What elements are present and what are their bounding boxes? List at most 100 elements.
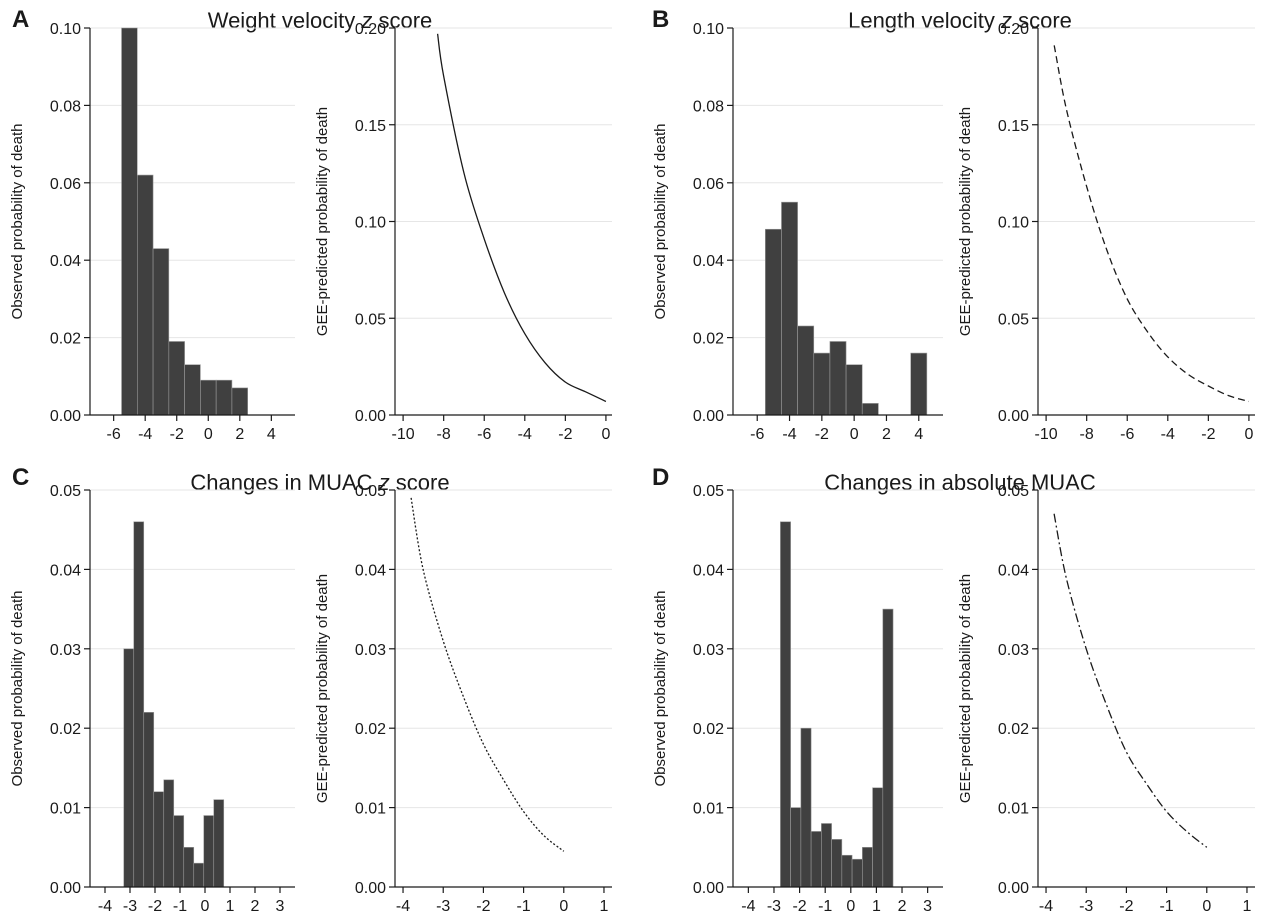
panel-title-a-tail: score xyxy=(372,8,433,33)
x-tick-label: 1 xyxy=(226,898,235,915)
x-tick-label: 1 xyxy=(1243,898,1252,915)
y-tick-label: 0.05 xyxy=(50,483,81,500)
y-axis-title: Observed probability of death xyxy=(652,591,669,787)
x-tick-label: -3 xyxy=(1079,898,1093,915)
histogram-bar xyxy=(213,799,225,888)
x-tick-label: -3 xyxy=(123,898,137,915)
x-tick-label: -4 xyxy=(518,426,532,443)
x-tick-label: -4 xyxy=(396,898,410,915)
x-tick-label: 1 xyxy=(600,898,609,915)
y-tick-label: 0.03 xyxy=(355,642,386,659)
histogram-bar xyxy=(841,854,853,888)
x-tick-label: 2 xyxy=(235,426,244,443)
y-axis-title: Observed probability of death xyxy=(9,124,26,320)
y-tick-label: 0.10 xyxy=(355,215,386,232)
histogram-bar xyxy=(163,779,175,888)
x-tick-label: 4 xyxy=(267,426,276,443)
panel-letter-d: D xyxy=(652,464,670,491)
chart-C-observed: 0.00 0.01 0.02 0.03 0.04 0.05 -4 -3 -2 -1 0 1 2 3 Obse… xyxy=(9,483,295,915)
x-tick-label: 0 xyxy=(846,898,855,915)
x-tick-label: -10 xyxy=(392,426,415,443)
y-axis-title: GEE-predicted probability of death xyxy=(957,107,974,336)
y-tick-label: 0.06 xyxy=(50,176,81,193)
x-tick-label: -4 xyxy=(1039,898,1053,915)
y-tick-label: 0.15 xyxy=(998,118,1029,135)
histogram-bar xyxy=(200,379,217,416)
histogram-bar xyxy=(797,325,815,416)
y-tick-label: 0.00 xyxy=(998,408,1029,425)
histogram-bar xyxy=(203,815,215,888)
x-tick-label: -2 xyxy=(1201,426,1215,443)
y-tick-label: 0.03 xyxy=(693,642,724,659)
x-tick-label: 2 xyxy=(251,898,260,915)
y-tick-label: 0.01 xyxy=(355,801,386,818)
x-tick-label: -4 xyxy=(1161,426,1175,443)
y-tick-label: 0.01 xyxy=(693,801,724,818)
y-tick-label: 0.05 xyxy=(355,311,386,328)
y-axis-title: GEE-predicted probability of death xyxy=(314,574,331,803)
y-tick-label: 0.04 xyxy=(355,562,386,579)
panel-title-b-tail: score xyxy=(1011,8,1072,33)
x-tick-label: -4 xyxy=(782,426,796,443)
y-axis-title: Observed probability of death xyxy=(9,591,26,787)
panel-title-d: Changes in absolute MUAC xyxy=(790,470,1130,496)
panel-title-b-italic: z xyxy=(1000,8,1012,33)
histogram-bar xyxy=(781,201,798,416)
y-tick-label: 0.15 xyxy=(355,118,386,135)
histogram-bar xyxy=(133,521,145,888)
y-tick-label: 0.02 xyxy=(693,721,724,738)
x-tick-label: -2 xyxy=(1119,898,1133,915)
y-tick-label: 0.02 xyxy=(50,721,81,738)
histogram-bar xyxy=(137,174,154,416)
histogram-bar xyxy=(829,341,847,416)
panel-title-b-text: Length velocity xyxy=(848,8,1001,33)
y-tick-label: 0.00 xyxy=(355,880,386,897)
x-tick-label: -6 xyxy=(750,426,764,443)
x-tick-label: -2 xyxy=(476,898,490,915)
y-tick-label: 0.04 xyxy=(50,253,81,270)
y-tick-label: 0.03 xyxy=(50,642,81,659)
histogram-bar xyxy=(821,823,832,888)
x-tick-label: 2 xyxy=(898,898,907,915)
panel-title-c-tail: score xyxy=(389,470,450,495)
panel-letter-b: B xyxy=(652,6,670,33)
histogram-bar xyxy=(851,858,863,888)
panel-title-b: Length velocity z score xyxy=(790,8,1130,34)
x-tick-label: 4 xyxy=(914,426,923,443)
x-tick-label: -2 xyxy=(792,898,806,915)
y-tick-label: 0.20 xyxy=(355,21,386,38)
chart-A-observed: 0.00 0.02 0.04 0.06 0.08 0.10 -6 -4 -2 0 2 4 Observe… xyxy=(9,21,295,443)
y-tick-label: 0.04 xyxy=(50,562,81,579)
x-tick-label: -6 xyxy=(107,426,121,443)
histogram-bar xyxy=(790,807,802,888)
y-tick-label: 0.00 xyxy=(50,880,81,897)
chart-D-predicted: 0.00 0.01 0.02 0.03 0.04 0.05 -4 -3 -2 -1 0 1 GEE-pr… xyxy=(957,483,1255,915)
x-tick-label: 0 xyxy=(204,426,213,443)
chart-B-predicted: 0.00 0.05 0.10 0.15 0.20 -10 -8 -6 -4 -2 0 GEE-pred… xyxy=(957,21,1255,443)
y-tick-label: 0.00 xyxy=(693,408,724,425)
histogram-bar xyxy=(215,379,233,416)
x-tick-label: -1 xyxy=(516,898,530,915)
y-tick-label: 0.04 xyxy=(693,253,724,270)
x-tick-label: -4 xyxy=(741,898,755,915)
y-tick-label: 0.10 xyxy=(50,21,81,38)
y-tick-label: 0.08 xyxy=(693,98,724,115)
chart-C-predicted: 0.00 0.01 0.02 0.03 0.04 0.05 -4 -3 -2 -1 0 1 GEE-pr… xyxy=(314,483,612,915)
histogram-bar xyxy=(810,831,822,888)
x-tick-label: -1 xyxy=(173,898,187,915)
y-tick-label: 0.05 xyxy=(355,483,386,500)
series-line xyxy=(1053,45,1250,403)
histogram-bar xyxy=(872,787,884,888)
x-tick-label: 0 xyxy=(1202,898,1211,915)
y-tick-label: 0.00 xyxy=(998,880,1029,897)
panel-title-c-italic: z xyxy=(378,470,390,495)
y-tick-label: 0.00 xyxy=(355,408,386,425)
panel-title-a-italic: z xyxy=(361,8,373,33)
histogram-bar xyxy=(184,364,201,416)
x-tick-label: -10 xyxy=(1035,426,1058,443)
y-axis-title: GEE-predicted probability of death xyxy=(314,107,331,336)
x-tick-label: -4 xyxy=(98,898,112,915)
x-tick-label: -3 xyxy=(436,898,450,915)
panel-letter-a: A xyxy=(12,6,30,33)
